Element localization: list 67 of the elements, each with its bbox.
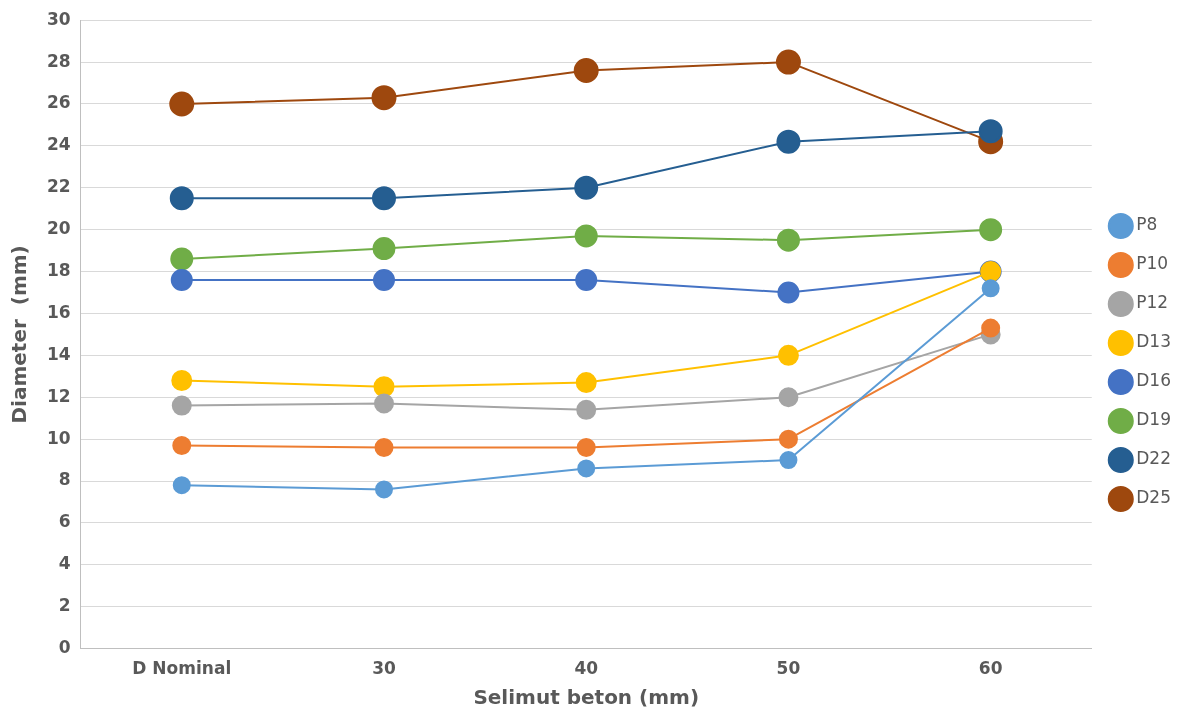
- point: [776, 228, 800, 252]
- point: [778, 429, 798, 449]
- legend-label: D25: [1136, 487, 1172, 508]
- point: [371, 186, 396, 211]
- point: [373, 393, 394, 414]
- point: [374, 480, 393, 499]
- point: [576, 438, 596, 458]
- y-tick-label: 24: [46, 134, 71, 155]
- legend-label: D19: [1136, 409, 1172, 430]
- legend-label: P12: [1136, 292, 1169, 313]
- legend-label: P10: [1136, 253, 1169, 274]
- point: [575, 268, 598, 291]
- legend-label: P8: [1136, 214, 1158, 235]
- point: [170, 247, 194, 271]
- y-tick-label: 10: [46, 427, 71, 448]
- point: [779, 451, 798, 470]
- point: [169, 91, 195, 117]
- x-tick-label: D Nominal: [132, 658, 232, 679]
- y-tick-label: 4: [58, 553, 71, 574]
- x-tick-label: 60: [978, 658, 1003, 679]
- y-axis-title: Diameter (mm): [7, 245, 32, 424]
- point: [374, 438, 394, 458]
- point: [576, 399, 597, 420]
- x-axis-title: Selimut beton (mm): [473, 685, 700, 710]
- x-tick-label: 50: [776, 658, 801, 679]
- point: [575, 372, 597, 394]
- point: [172, 435, 192, 455]
- x-tick-label: 30: [372, 658, 396, 679]
- point: [777, 281, 800, 304]
- point: [574, 175, 599, 200]
- y-tick-label: 20: [46, 218, 71, 239]
- legend-label: D13: [1136, 331, 1172, 352]
- point: [171, 395, 192, 416]
- point: [775, 49, 801, 75]
- point: [777, 344, 799, 366]
- y-tick-label: 0: [58, 637, 71, 658]
- legend-label: D22: [1136, 448, 1172, 469]
- point: [372, 237, 396, 261]
- point: [776, 129, 801, 154]
- y-tick-label: 26: [46, 92, 71, 113]
- y-tick-label: 8: [58, 469, 71, 490]
- y-tick-label: 6: [58, 511, 71, 532]
- point: [778, 387, 799, 408]
- point: [978, 119, 1003, 144]
- legend-label: D16: [1136, 370, 1172, 391]
- point: [981, 318, 1001, 338]
- point: [169, 186, 194, 211]
- point: [373, 376, 395, 398]
- y-tick-label: 16: [46, 301, 71, 322]
- y-tick-label: 18: [46, 259, 71, 280]
- y-tick-label: 30: [46, 8, 71, 29]
- point: [171, 369, 193, 391]
- point: [574, 224, 598, 248]
- point: [371, 85, 397, 111]
- y-tick-label: 22: [46, 176, 71, 197]
- y-tick-label: 28: [46, 50, 71, 71]
- point: [577, 459, 596, 478]
- point: [372, 268, 395, 291]
- x-tick-label: 40: [574, 658, 599, 679]
- y-tick-label: 2: [58, 595, 71, 616]
- point: [981, 279, 1000, 298]
- point: [172, 476, 191, 495]
- y-tick-label: 14: [46, 343, 71, 364]
- point: [170, 268, 193, 291]
- point: [573, 57, 599, 83]
- point: [979, 218, 1003, 242]
- y-tick-label: 12: [46, 385, 71, 406]
